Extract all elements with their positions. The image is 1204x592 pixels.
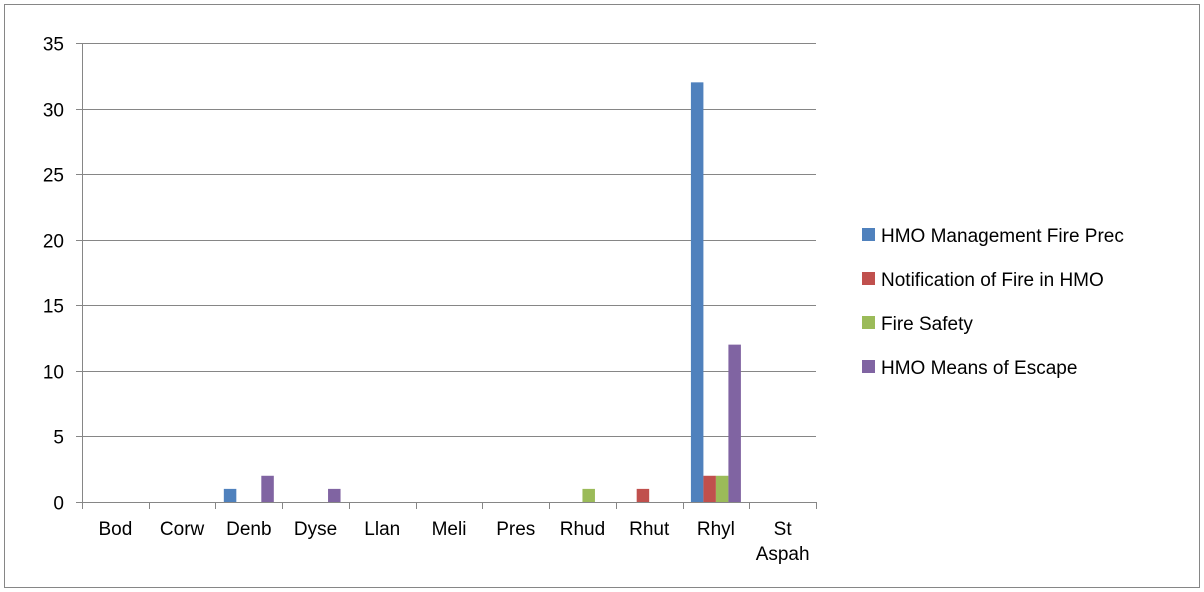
legend-label: HMO Management Fire Prec	[881, 226, 1124, 247]
bars	[223, 82, 741, 502]
x-tick-label: Pres	[496, 519, 535, 540]
y-tick-label: 0	[53, 494, 64, 515]
legend-swatch	[862, 316, 875, 329]
bar-hmo-means-of-escape-3	[328, 488, 341, 502]
y-tick-label: 30	[43, 101, 64, 122]
legend-swatch	[862, 228, 875, 241]
x-tick-label: Denb	[226, 519, 271, 540]
bar-fire-safety-7	[582, 488, 595, 502]
bar-fire-safety-9	[715, 475, 729, 502]
y-tick-label: 15	[43, 297, 64, 318]
legend-label: HMO Means of Escape	[881, 358, 1077, 379]
bar-hmo-management-fire-prec-9	[690, 82, 704, 502]
y-tick-label: 10	[43, 363, 64, 384]
bar-hmo-means-of-escape-2	[261, 475, 274, 502]
x-tick-label: Rhut	[629, 519, 670, 540]
bar-hmo-means-of-escape-9	[728, 344, 741, 502]
x-tick-label: Dyse	[294, 519, 337, 540]
x-tick-label: Rhud	[560, 519, 605, 540]
y-tick-labels: 0 5 10 15 20 25 30 35	[43, 35, 64, 515]
y-tick-label: 35	[43, 35, 64, 56]
chart-frame	[4, 4, 1200, 588]
legend: HMO Management Fire Prec Notification of …	[862, 226, 1124, 379]
x-tick-label: Corw	[160, 519, 205, 540]
legend-label: Fire Safety	[881, 314, 973, 335]
y-tick-label: 5	[53, 428, 64, 449]
x-tick-label: Meli	[432, 519, 467, 540]
x-tick-label: Bod	[98, 519, 132, 540]
bar-notification-of-fire-in-hmo-9	[703, 475, 716, 502]
x-tick-labels: Bod Corw Denb Dyse Llan Meli Pres Rhud Rhut Rhyl S…	[98, 519, 809, 565]
bar-hmo-management-fire-prec-2	[223, 488, 237, 502]
x-tick-label: Llan	[364, 519, 400, 540]
bar-notification-of-fire-in-hmo-8	[636, 488, 650, 502]
legend-label: Notification of Fire in HMO	[881, 270, 1104, 291]
y-tick-label: 25	[43, 166, 64, 187]
legend-swatch	[862, 360, 875, 373]
legend-swatch	[862, 272, 875, 285]
x-tick-label: Rhyl	[697, 519, 735, 540]
axes	[76, 43, 817, 509]
x-tick-label: St Aspah	[756, 519, 810, 565]
y-tick-label: 20	[43, 232, 64, 253]
